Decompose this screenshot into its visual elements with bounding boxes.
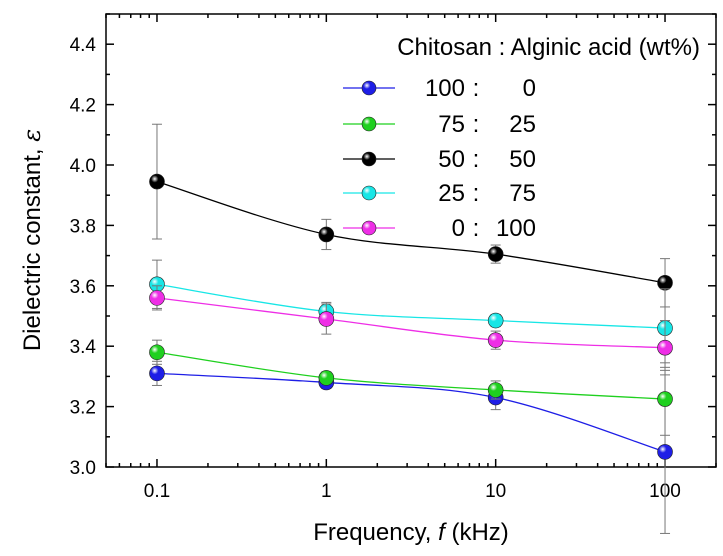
series-line [156, 372, 666, 453]
series-line [156, 297, 666, 349]
series-line [156, 283, 666, 329]
legend-label-left: 0 [452, 215, 465, 242]
y-tick-label: 4.4 [70, 35, 97, 56]
legend-colon: : [473, 146, 480, 173]
legend-marker [361, 151, 377, 167]
series-2 [149, 123, 673, 308]
y-tick-label: 4.0 [70, 156, 96, 177]
series-line [156, 180, 666, 284]
legend-marker [361, 185, 377, 201]
legend-label-left: 100 [425, 75, 465, 102]
x-tick-label: 10 [485, 481, 506, 502]
legend-colon: : [473, 75, 480, 102]
legend-label-right: 25 [509, 111, 536, 138]
y-tick-label: 3.8 [70, 216, 96, 237]
legend-colon: : [473, 215, 480, 242]
y-tick-label: 3.0 [70, 458, 96, 479]
data-point [487, 246, 504, 262]
series-0 [149, 360, 673, 534]
legend-label-left: 25 [438, 180, 465, 207]
legend: Chitosan : Alginic acid (wt%) 100:075:25… [343, 34, 700, 242]
data-point [149, 365, 165, 382]
data-point [318, 311, 335, 327]
y-tick-label: 3.4 [70, 337, 97, 358]
legend-label-right: 75 [509, 180, 536, 207]
legend-label-left: 75 [438, 111, 465, 138]
ticks-layer: 3.0 3.2 3.4 3.6 3.8 4.0 4.2 4.4 0.1 1 10 100 [70, 13, 717, 502]
series-layer [149, 123, 673, 534]
x-tick-label: 0.1 [144, 481, 170, 502]
legend-header: Chitosan : Alginic acid (wt%) [397, 34, 700, 61]
legend-marker [361, 220, 377, 236]
legend-marker [361, 116, 377, 132]
data-point [318, 370, 335, 386]
legend-label-left: 50 [438, 146, 465, 173]
y-axis-title: Dielectric constant, ε [18, 129, 46, 351]
y-tick-label: 3.6 [70, 277, 96, 298]
data-point [149, 344, 165, 361]
data-point [318, 226, 335, 243]
series-4 [149, 285, 673, 376]
data-point [657, 391, 673, 407]
legend-colon: : [473, 111, 480, 138]
data-point [657, 274, 673, 291]
data-point [657, 339, 673, 356]
series-line [156, 351, 666, 400]
y-tick-label: 3.2 [70, 398, 96, 419]
data-point [487, 382, 504, 398]
data-point [149, 290, 165, 306]
x-tick-label: 1 [321, 481, 332, 502]
series-1 [149, 339, 673, 436]
legend-label-right: 50 [509, 146, 536, 173]
plot-frame [105, 13, 717, 468]
legend-label-right: 0 [523, 75, 536, 102]
legend-colon: : [473, 180, 480, 207]
legend-label-right: 100 [496, 215, 536, 242]
y-tick-label: 4.2 [70, 96, 96, 117]
data-point [149, 173, 165, 190]
data-point [487, 312, 504, 329]
x-axis-title: Frequency, f (kHz) [313, 519, 509, 546]
legend-marker [361, 80, 377, 96]
data-point [657, 444, 673, 460]
data-point [487, 332, 504, 348]
series-3 [149, 259, 673, 368]
